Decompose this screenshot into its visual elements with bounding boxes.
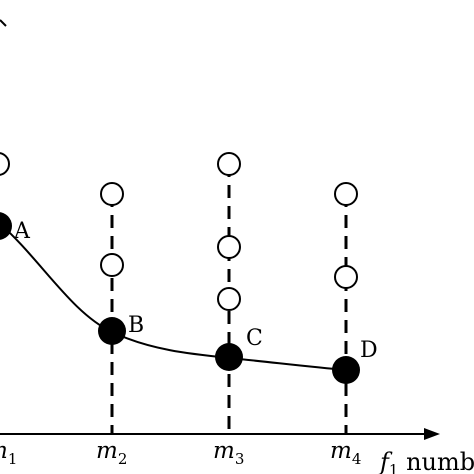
point-label-c: C (246, 326, 263, 351)
point-label-d: D (360, 338, 378, 363)
tick-label-m2: m2 (96, 438, 127, 468)
tick-var: m (0, 438, 8, 464)
tick-sub: 4 (352, 450, 362, 468)
hollow-point (100, 182, 124, 206)
hollow-point (334, 182, 358, 206)
tick-sub: 1 (8, 450, 18, 468)
x-axis-title: f1 numb (378, 448, 474, 474)
pareto-front-curve (0, 222, 347, 371)
tick-label-m1: m1 (0, 438, 17, 468)
hollow-point (217, 235, 241, 259)
hollow-point (100, 253, 124, 277)
optimal-point-a (0, 212, 12, 240)
tick-var: m (330, 438, 352, 464)
optimal-point-b (98, 317, 126, 345)
tick-sub: 2 (118, 450, 128, 468)
hollow-point (217, 287, 241, 311)
hollow-point (217, 152, 241, 176)
tick-var: m (213, 438, 235, 464)
hollow-point (334, 265, 358, 289)
tick-sub: 3 (235, 450, 245, 468)
tick-var: m (96, 438, 118, 464)
hollow-point (0, 152, 10, 176)
point-label-b: B (128, 313, 144, 338)
x-axis-arrowhead (424, 428, 440, 440)
axis-title-sub: 1 (389, 461, 399, 474)
tick-label-m4: m4 (330, 438, 361, 468)
axis-title-text: numb (398, 448, 474, 474)
y-axis-arrow-fragment (0, 19, 7, 27)
optimal-point-d (332, 356, 360, 384)
point-label-a: A (13, 219, 31, 244)
optimal-point-c (215, 343, 243, 371)
tick-label-m3: m3 (213, 438, 244, 468)
